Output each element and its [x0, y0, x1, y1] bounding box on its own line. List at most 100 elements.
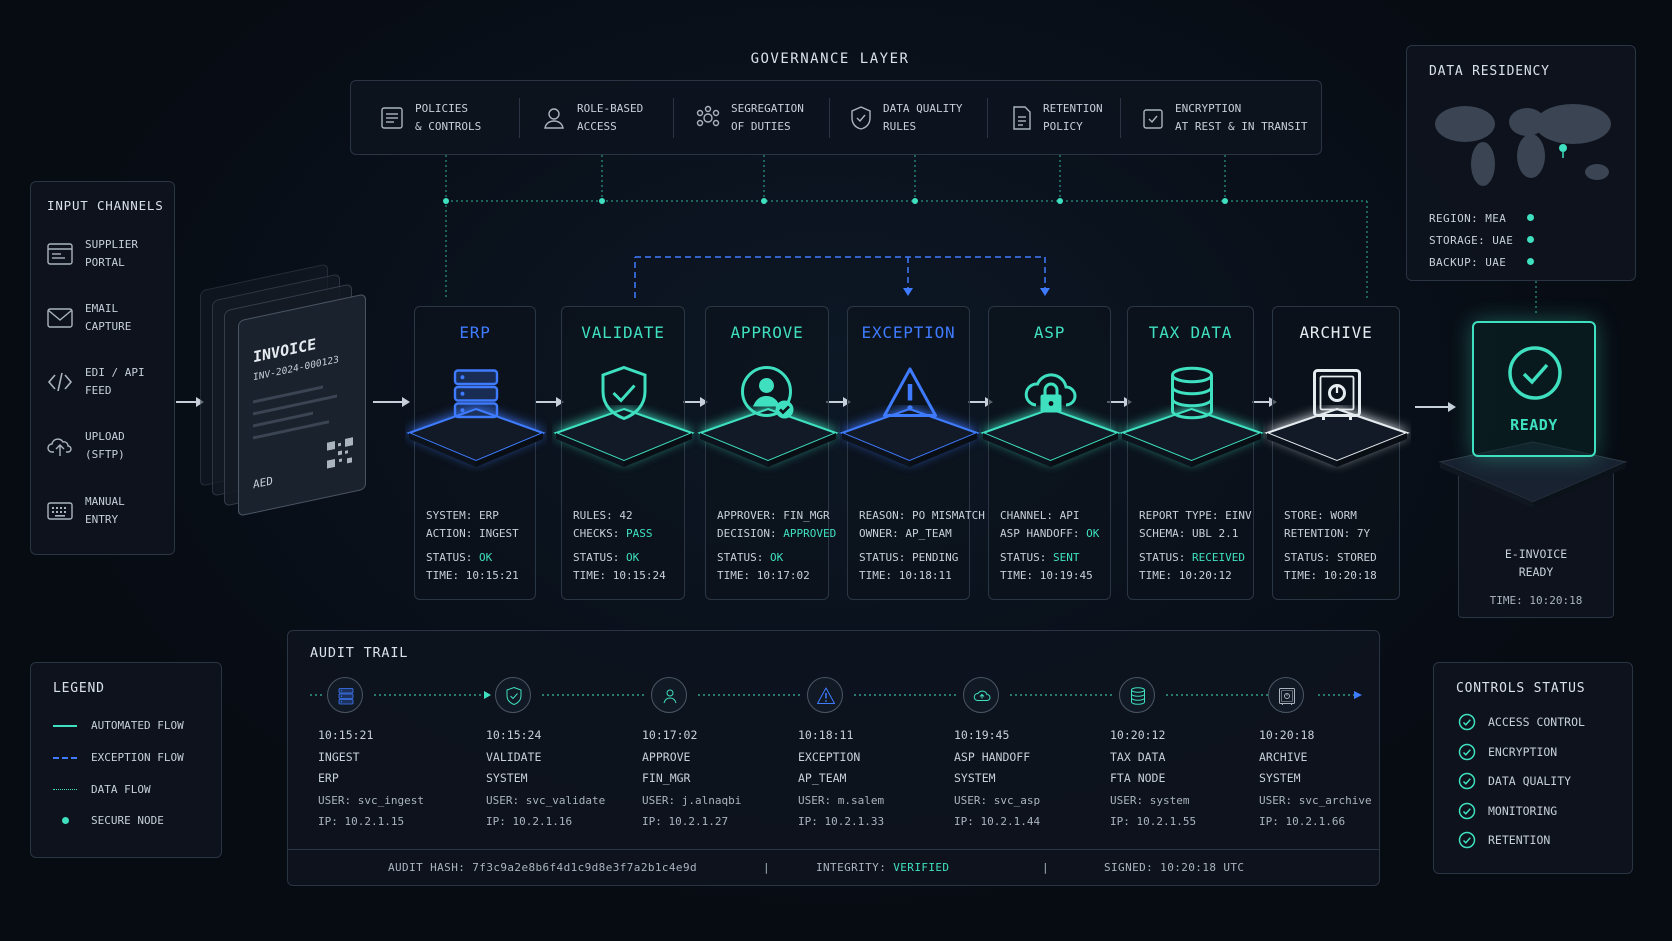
governance-item-encryption[interactable]: ENCRYPTION AT REST & IN TRANSIT — [1141, 81, 1307, 154]
control-item-label: RETENTION — [1488, 833, 1551, 847]
audit-event[interactable]: 10:20:18 ARCHIVE SYSTEM USER: svc_archive IP… — [1259, 725, 1372, 833]
control-item-label: MONITORING — [1488, 803, 1558, 818]
stage-status: STATUS: PENDING — [859, 551, 959, 564]
stage-exception[interactable]: EXCEPTION REASON: PO MISMATCH OWNER: AP_… — [839, 306, 985, 600]
legend-exception-flow: EXCEPTION FLOW — [53, 751, 184, 764]
stage-approve[interactable]: APPROVE APPROVER: FIN_MGR DECISION: APPR… — [697, 306, 839, 600]
audit-trail-panel: AUDIT TRAIL 10:15:21 INGEST ERP USER: svc_i… — [287, 630, 1380, 886]
check-circle-icon — [1458, 743, 1476, 760]
audit-event-user: USER: svc_ingest — [318, 793, 424, 807]
governance-item-segregation[interactable]: SEGREGATION OF DUTIES — [695, 81, 804, 154]
shield-check-icon — [594, 363, 654, 423]
input-channel-upload[interactable]: UPLOAD (SFTP) — [47, 428, 125, 464]
control-item: ACCESS CONTROL — [1458, 713, 1585, 731]
portal-icon — [47, 243, 73, 265]
governance-item-label: ENCRYPTION AT REST & IN TRANSIT — [1175, 101, 1308, 133]
upload-cloud-icon — [47, 438, 72, 456]
governance-bar: POLICIES & CONTROLS ROLE-BASED ACCESS SE… — [350, 80, 1322, 155]
stage-detail-line1: SYSTEM: ERP — [426, 509, 499, 522]
stage-detail-line1: APPROVER: FIN_MGR — [717, 509, 830, 522]
stage-tax-data[interactable]: TAX DATA REPORT TYPE: EINV SCHEMA: UBL 2… — [1119, 306, 1264, 600]
stage-platform — [980, 407, 1121, 467]
audit-event[interactable]: 10:19:45 ASP HANDOFF SYSTEM USER: svc_asp IP… — [954, 725, 1040, 833]
stage-archive[interactable]: ARCHIVE STORE: WORM RETENTION: 7Y STATUS… — [1264, 306, 1410, 600]
audit-event-action: TAX DATA — [1110, 749, 1166, 764]
audit-event-time: 10:20:18 — [1259, 728, 1315, 742]
governance-item-label: DATA QUALITY RULES — [883, 101, 963, 133]
control-item-label: DATA QUALITY — [1488, 774, 1572, 788]
audit-event[interactable]: 10:17:02 APPROVE FIN_MGR USER: j.alnaqbi IP:… — [642, 725, 741, 833]
user-icon — [544, 107, 564, 129]
stage-detail-line2: ACTION: INGEST — [426, 527, 519, 540]
input-channel-label: MANUAL ENTRY — [85, 495, 125, 526]
stage-platform — [1264, 407, 1410, 467]
audit-event-time: 10:18:11 — [798, 728, 854, 742]
input-channel-supplier-portal[interactable]: SUPPLIER PORTAL — [47, 236, 138, 272]
stage-detail-line1: REPORT TYPE: EINV — [1139, 509, 1252, 522]
stage-platform — [553, 407, 695, 467]
audit-event[interactable]: 10:18:11 EXCEPTION AP_TEAM USER: m.salem IP:… — [798, 725, 884, 833]
stage-erp[interactable]: ERP SYSTEM: ERP ACTION: INGEST STATUS: O… — [406, 306, 546, 600]
governance-item-data-quality[interactable]: DATA QUALITY RULES — [849, 81, 962, 154]
control-item: RETENTION — [1458, 831, 1550, 849]
legend-automated-flow: AUTOMATED FLOW — [53, 719, 184, 732]
governance-item-label: POLICIES & CONTROLS — [415, 101, 482, 133]
audit-event-action: APPROVE — [642, 749, 691, 764]
stage-title: APPROVE — [730, 323, 804, 342]
stage-validate[interactable]: VALIDATE RULES: 42 CHECKS: PASS STATUS: … — [553, 306, 695, 600]
database-icon — [1119, 677, 1155, 713]
check-circle-icon — [1458, 831, 1476, 849]
ready-time: TIME: 10:20:18 — [1489, 594, 1583, 607]
audit-event-ip: IP: 10.2.1.66 — [1259, 815, 1346, 828]
control-item: ENCRYPTION — [1458, 743, 1557, 761]
governance-item-rbac[interactable]: ROLE-BASED ACCESS — [541, 81, 643, 154]
audit-event-ip: IP: 10.2.1.44 — [954, 815, 1041, 828]
check-circle-icon — [1458, 713, 1476, 731]
governance-item-retention[interactable]: RETENTION POLICY — [1011, 81, 1103, 154]
stage-title: EXCEPTION — [861, 323, 956, 342]
world-map-icon — [1435, 104, 1611, 186]
safe-icon — [1268, 677, 1304, 713]
stage-details: REASON: PO MISMATCH OWNER: AP_TEAM STATU… — [859, 507, 985, 585]
cloud-icon — [963, 677, 999, 713]
audit-event-actor: SYSTEM — [1259, 771, 1301, 785]
audit-event[interactable]: 10:20:12 TAX DATA FTA NODE USER: system IP: … — [1110, 725, 1196, 833]
ready-status-box[interactable]: READY — [1472, 321, 1596, 457]
ready-caption: E-INVOICE READY — [1504, 547, 1568, 579]
stage-detail-line2: SCHEMA: UBL 2.1 — [1139, 527, 1239, 540]
legend-title: LEGEND — [53, 681, 105, 696]
audit-event-actor: FTA NODE — [1110, 771, 1166, 785]
stage-details: RULES: 42 CHECKS: PASS STATUS: OK TIME: … — [573, 507, 666, 585]
input-channel-label: UPLOAD (SFTP) — [85, 430, 125, 461]
code-icon — [47, 372, 73, 392]
legend-data-flow: DATA FLOW — [53, 783, 151, 796]
control-item-label: ACCESS CONTROL — [1488, 715, 1585, 729]
shield-check-icon — [851, 105, 871, 130]
server-icon — [446, 363, 506, 423]
stage-status: STATUS: OK — [573, 551, 640, 564]
audit-event[interactable]: 10:15:21 INGEST ERP USER: svc_ingest IP: 10.… — [318, 725, 424, 833]
input-channels-panel: INPUT CHANNELS SUPPLIER PORTAL EMAIL CAP… — [30, 181, 175, 555]
stage-asp[interactable]: ASP CHANNEL: API ASP HANDOFF: OK STATUS:… — [980, 306, 1121, 600]
control-item: DATA QUALITY — [1458, 772, 1571, 790]
stage-time: TIME: 10:19:45 — [1000, 569, 1093, 582]
ready-label: READY — [1510, 416, 1558, 434]
stage-title: ASP — [1033, 323, 1066, 342]
governance-item-policies[interactable]: POLICIES & CONTROLS — [379, 81, 481, 154]
audit-event-ip: IP: 10.2.1.33 — [798, 815, 885, 828]
stage-detail-line2: CHECKS: PASS — [573, 527, 653, 540]
input-channel-edi-api[interactable]: EDI / API FEED — [47, 364, 145, 400]
stage-detail-line1: STORE: WORM — [1284, 509, 1357, 522]
stage-detail-line2: RETENTION: 7Y — [1284, 527, 1371, 540]
user-check-icon — [738, 363, 798, 423]
input-channel-email[interactable]: EMAIL CAPTURE — [47, 300, 131, 336]
audit-event-user: USER: svc_asp — [954, 793, 1041, 807]
ready-platform — [1438, 441, 1628, 508]
stage-title: TAX DATA — [1148, 323, 1233, 342]
input-channel-manual[interactable]: MANUAL ENTRY — [47, 493, 125, 529]
audit-event[interactable]: 10:15:24 VALIDATE SYSTEM USER: svc_validate… — [486, 725, 605, 833]
invoice-stack[interactable]: INVOICE INV-2024-000123 AED — [200, 255, 380, 517]
audit-event-action: INGEST — [318, 749, 360, 764]
stage-detail-line1: REASON: PO MISMATCH — [859, 509, 985, 522]
